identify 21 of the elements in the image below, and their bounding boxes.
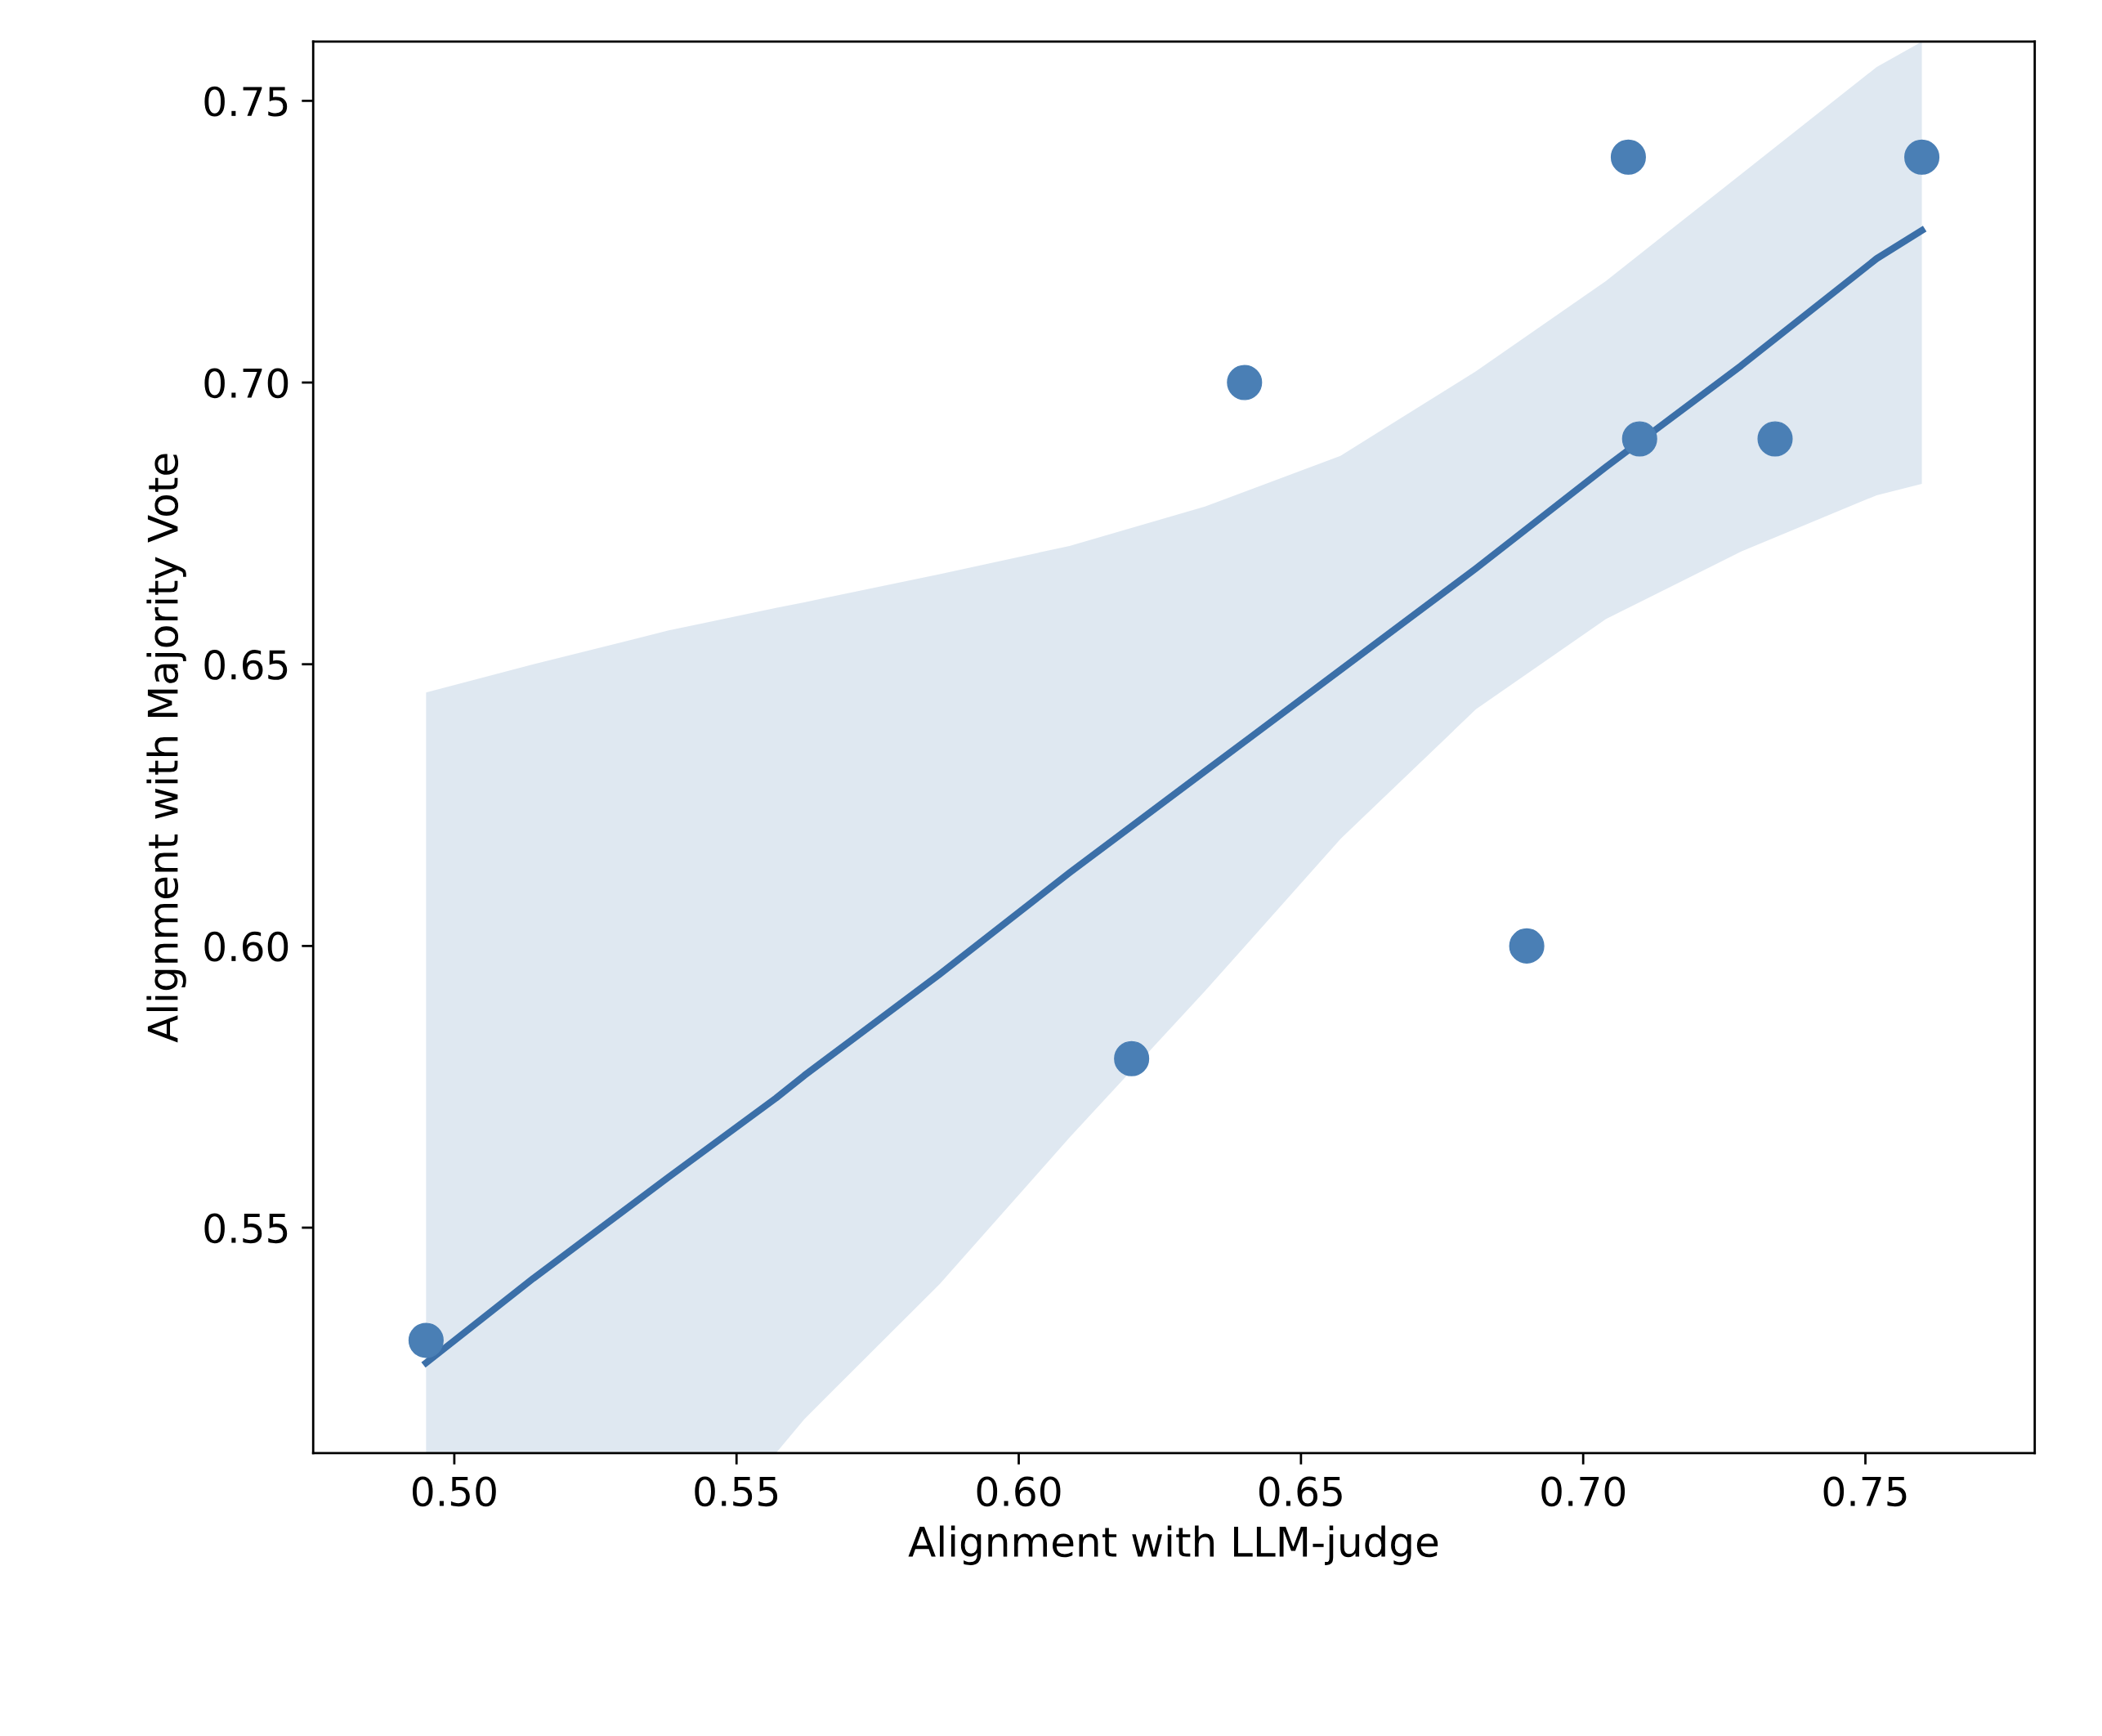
- point: [1757, 421, 1793, 457]
- x-tick-label: 0.75: [1823, 1476, 1907, 1507]
- point: [1114, 1040, 1150, 1076]
- y-axis-title: Alignment with Majority Vote: [146, 454, 186, 1043]
- x-tick-label: 0.70: [1541, 1476, 1626, 1507]
- x-tick-label: 0.55: [695, 1476, 778, 1507]
- x-tick-label: 0.65: [1259, 1476, 1342, 1507]
- y-tick-label: 0.70: [204, 368, 288, 399]
- point: [1610, 139, 1646, 175]
- y-tick-label: 0.75: [204, 86, 288, 117]
- x-tick-label: 0.60: [977, 1476, 1061, 1507]
- point: [1227, 365, 1263, 400]
- y-tick-label: 0.65: [204, 650, 288, 680]
- x-axis-title: Alignment with LLM-judge: [908, 1525, 1438, 1565]
- y-tick-label: 0.60: [204, 931, 288, 962]
- x-tick-label: 0.50: [412, 1476, 496, 1507]
- point: [408, 1322, 444, 1358]
- point: [1509, 928, 1545, 964]
- point: [1904, 139, 1940, 175]
- point: [1621, 421, 1657, 457]
- y-tick-label: 0.55: [204, 1213, 288, 1244]
